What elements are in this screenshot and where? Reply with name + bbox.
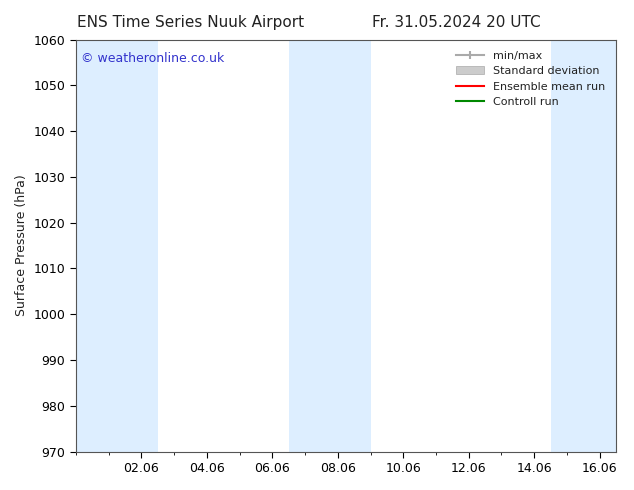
Text: © weatheronline.co.uk: © weatheronline.co.uk [81,52,224,65]
Bar [550,40,616,452]
Text: Fr. 31.05.2024 20 UTC: Fr. 31.05.2024 20 UTC [372,15,541,30]
Bar [288,40,370,452]
Y-axis label: Surface Pressure (hPa): Surface Pressure (hPa) [15,175,28,317]
Bar [76,40,158,452]
Text: ENS Time Series Nuuk Airport: ENS Time Series Nuuk Airport [77,15,304,30]
Legend: min/max, Standard deviation, Ensemble mean run, Controll run: min/max, Standard deviation, Ensemble me… [451,45,611,113]
